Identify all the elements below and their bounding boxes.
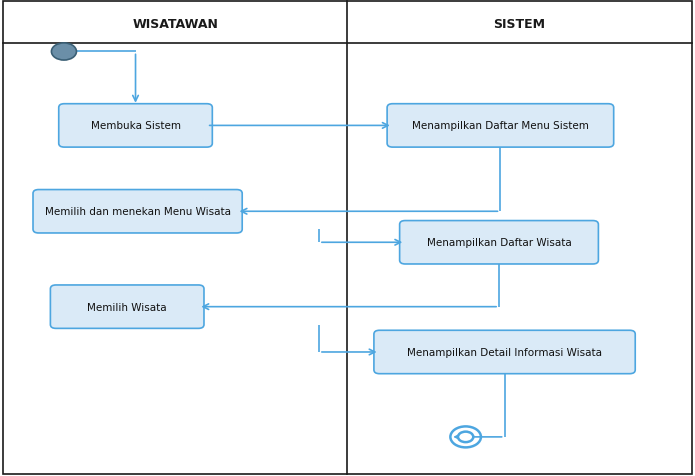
Text: Membuka Sistem: Membuka Sistem	[90, 121, 181, 131]
Circle shape	[450, 426, 481, 447]
FancyBboxPatch shape	[387, 105, 614, 148]
Circle shape	[458, 432, 473, 442]
FancyBboxPatch shape	[400, 221, 598, 265]
FancyBboxPatch shape	[59, 105, 213, 148]
FancyBboxPatch shape	[51, 286, 204, 328]
Text: Menampilkan Detail Informasi Wisata: Menampilkan Detail Informasi Wisata	[407, 347, 602, 357]
Text: SISTEM: SISTEM	[493, 18, 545, 31]
FancyBboxPatch shape	[33, 190, 243, 233]
Text: WISATAWAN: WISATAWAN	[132, 18, 218, 31]
Text: Memilih Wisata: Memilih Wisata	[88, 302, 167, 312]
Text: Menampilkan Daftar Menu Sistem: Menampilkan Daftar Menu Sistem	[412, 121, 589, 131]
Text: Memilih dan menekan Menu Wisata: Memilih dan menekan Menu Wisata	[44, 207, 231, 217]
FancyBboxPatch shape	[374, 331, 635, 374]
Text: Menampilkan Daftar Wisata: Menampilkan Daftar Wisata	[427, 238, 571, 248]
Circle shape	[51, 44, 76, 61]
